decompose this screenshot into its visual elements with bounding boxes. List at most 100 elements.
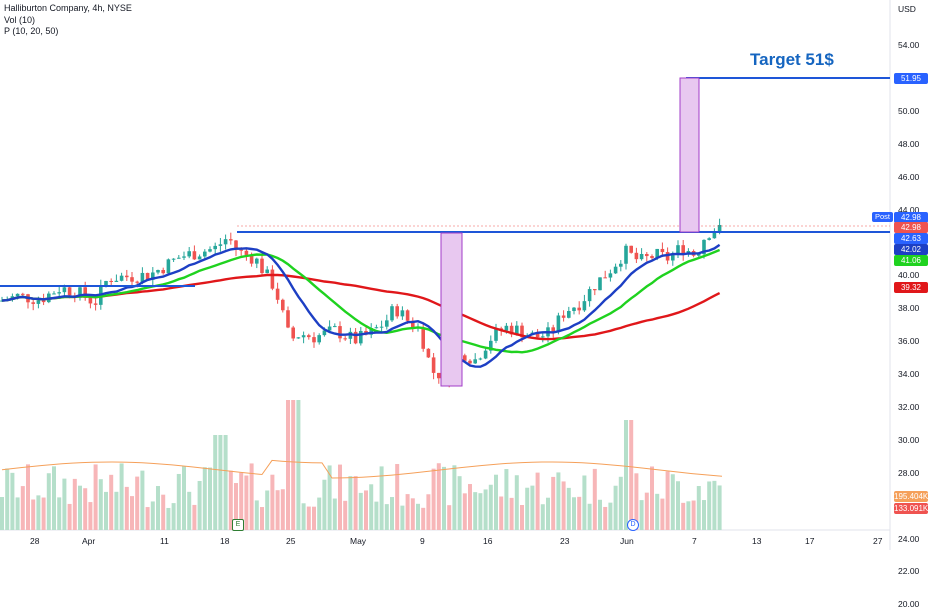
candle: [598, 277, 602, 291]
volume-bar: [504, 469, 509, 530]
volume-bar: [145, 507, 150, 530]
candle-body: [634, 252, 639, 260]
volume-bar: [234, 483, 238, 530]
volume-bar: [150, 501, 155, 530]
candle: [78, 285, 82, 301]
target-annotation[interactable]: Target 51$: [750, 50, 834, 69]
price-chart[interactable]: [0, 0, 932, 550]
price-tick-label: 24.00: [898, 533, 920, 544]
time-tick-label: May: [350, 536, 367, 546]
candle-body: [78, 287, 82, 298]
volume-bar: [239, 472, 244, 530]
volume-bar: [270, 474, 275, 530]
dividend-marker[interactable]: D: [627, 519, 639, 531]
candle: [509, 322, 514, 338]
volume-bar: [509, 497, 514, 530]
price-tick-label: 50.00: [898, 105, 920, 116]
volume-bar: [390, 497, 394, 530]
price-tick-label: 54.00: [898, 40, 920, 50]
candle: [437, 372, 441, 384]
candle-body: [140, 272, 145, 283]
candle: [489, 335, 493, 354]
volume-bar: [577, 496, 582, 530]
candle-body: [707, 238, 711, 240]
candle-body: [255, 258, 259, 264]
candle: [57, 286, 61, 297]
volume-bar: [124, 486, 129, 530]
candle-body: [379, 326, 384, 328]
volume-bar: [275, 490, 280, 530]
volume-bar: [582, 475, 587, 530]
earnings-marker[interactable]: E: [232, 519, 244, 531]
volume-bar: [416, 503, 420, 530]
candle-body: [494, 328, 498, 341]
volume-bar: [655, 493, 660, 530]
candle-body: [333, 326, 337, 328]
candle: [161, 267, 165, 275]
volume-bar: [613, 485, 618, 530]
volume-bar: [431, 468, 436, 530]
ma50-price-badge: 39.32: [894, 282, 928, 293]
volume-bar: [707, 481, 712, 530]
time-tick-label: 13: [752, 536, 762, 546]
ma20-price-badge: 41.06: [894, 255, 928, 266]
candle: [93, 298, 98, 311]
candle: [359, 326, 363, 346]
price-tick-label: 38.00: [898, 303, 920, 314]
candle: [645, 252, 649, 262]
moving-average-indicator-label[interactable]: P (10, 20, 50): [4, 26, 59, 36]
candle: [229, 232, 233, 245]
candle: [119, 272, 124, 282]
time-tick-label: 25: [286, 536, 296, 546]
candle-body: [52, 293, 56, 295]
candle-body: [177, 257, 181, 259]
volume-bar: [213, 435, 218, 530]
volume-bar: [447, 505, 452, 530]
candle-body: [567, 311, 571, 318]
candle: [400, 306, 405, 320]
volume-bar: [83, 488, 88, 530]
candle-body: [317, 335, 321, 343]
candle-body: [197, 256, 202, 260]
volume-bar: [119, 463, 124, 530]
candle: [260, 255, 264, 276]
candle: [52, 291, 56, 295]
candle-body: [88, 297, 93, 304]
candle: [182, 251, 186, 260]
symbol-title[interactable]: Halliburton Company, 4h, NYSE: [4, 3, 132, 13]
candle: [712, 228, 717, 239]
candle-body: [515, 325, 519, 335]
candle-body: [385, 320, 389, 327]
candle-body: [234, 240, 238, 250]
candle-body: [203, 251, 207, 257]
time-tick-label: 9: [420, 536, 425, 546]
candle: [130, 271, 134, 288]
volume-bar: [603, 506, 608, 530]
candle-body: [582, 301, 587, 311]
candle: [187, 247, 191, 259]
volume-bar: [338, 464, 342, 530]
time-tick-label: Apr: [82, 536, 96, 546]
candle: [593, 288, 597, 296]
volume-indicator-label[interactable]: Vol (10): [4, 14, 36, 25]
candle: [177, 255, 181, 259]
candle: [473, 353, 477, 364]
candle: [218, 237, 223, 252]
volume-bar: [686, 501, 691, 530]
volume-bar: [46, 473, 51, 530]
candle-body: [151, 272, 155, 280]
volume-bar: [280, 489, 285, 530]
candle-body: [109, 280, 113, 282]
volume-bar: [348, 476, 353, 530]
volume-bar: [0, 497, 4, 530]
volume-bar: [660, 498, 665, 530]
volume-bar: [57, 497, 62, 530]
volume-bar: [353, 476, 358, 530]
volume-ma-line: [1, 459, 723, 479]
candle-body: [639, 253, 644, 260]
candle-body: [561, 315, 566, 318]
candle: [197, 254, 202, 260]
candle: [171, 258, 176, 263]
volume-bar: [192, 504, 197, 530]
volume-bar: [260, 507, 264, 530]
